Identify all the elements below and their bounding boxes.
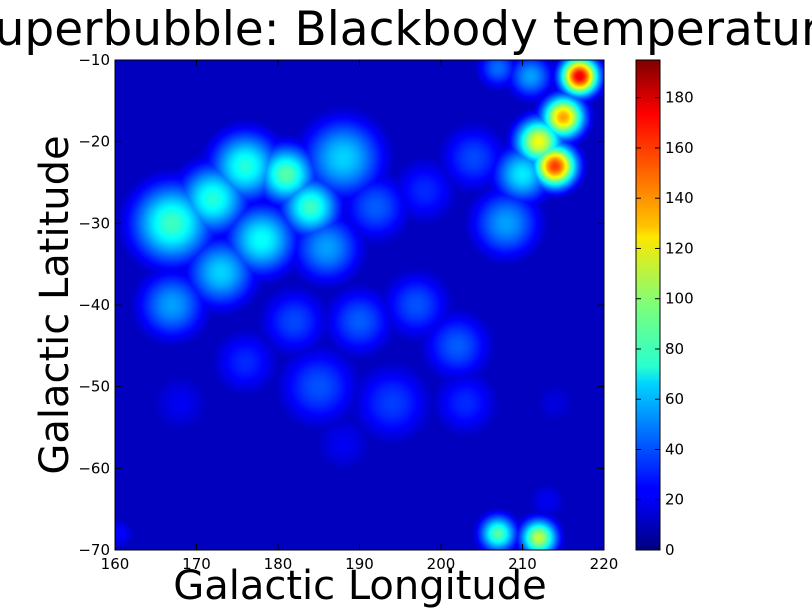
colorbar-tick-label: 0 — [665, 541, 675, 559]
y-tick-label: −40 — [78, 296, 110, 314]
colorbar-tick-label: 60 — [665, 390, 684, 408]
y-tick-label: −10 — [78, 51, 110, 69]
colorbar — [635, 59, 661, 551]
chart-title: Superbubble: Blackbody temperature — [0, 2, 812, 57]
colorbar-tick-label: 140 — [665, 189, 694, 207]
heatmap-image — [115, 60, 604, 550]
x-tick-label: 210 — [508, 555, 537, 573]
y-tick-label: −60 — [78, 459, 110, 477]
x-tick-label: 160 — [101, 555, 130, 573]
x-tick-label: 220 — [590, 555, 619, 573]
y-tick-label: −30 — [78, 214, 110, 232]
colorbar-tick-label: 40 — [665, 440, 684, 458]
colorbar-tick-label: 100 — [665, 290, 694, 308]
colorbar-tick-label: 120 — [665, 239, 694, 257]
colorbar-tick-label: 160 — [665, 139, 694, 157]
colorbar-tick-label: 20 — [665, 491, 684, 509]
x-tick-label: 190 — [345, 555, 374, 573]
colorbar-tick-label: 80 — [665, 340, 684, 358]
y-tick-label: −70 — [78, 541, 110, 559]
x-axis-label: Galactic Longitude — [173, 563, 547, 609]
y-tick-label: −20 — [78, 133, 110, 151]
x-tick-label: 170 — [182, 555, 211, 573]
colorbar-tick-label: 180 — [665, 89, 694, 107]
x-tick-label: 180 — [264, 555, 293, 573]
y-tick-label: −50 — [78, 378, 110, 396]
x-tick-label: 200 — [427, 555, 456, 573]
